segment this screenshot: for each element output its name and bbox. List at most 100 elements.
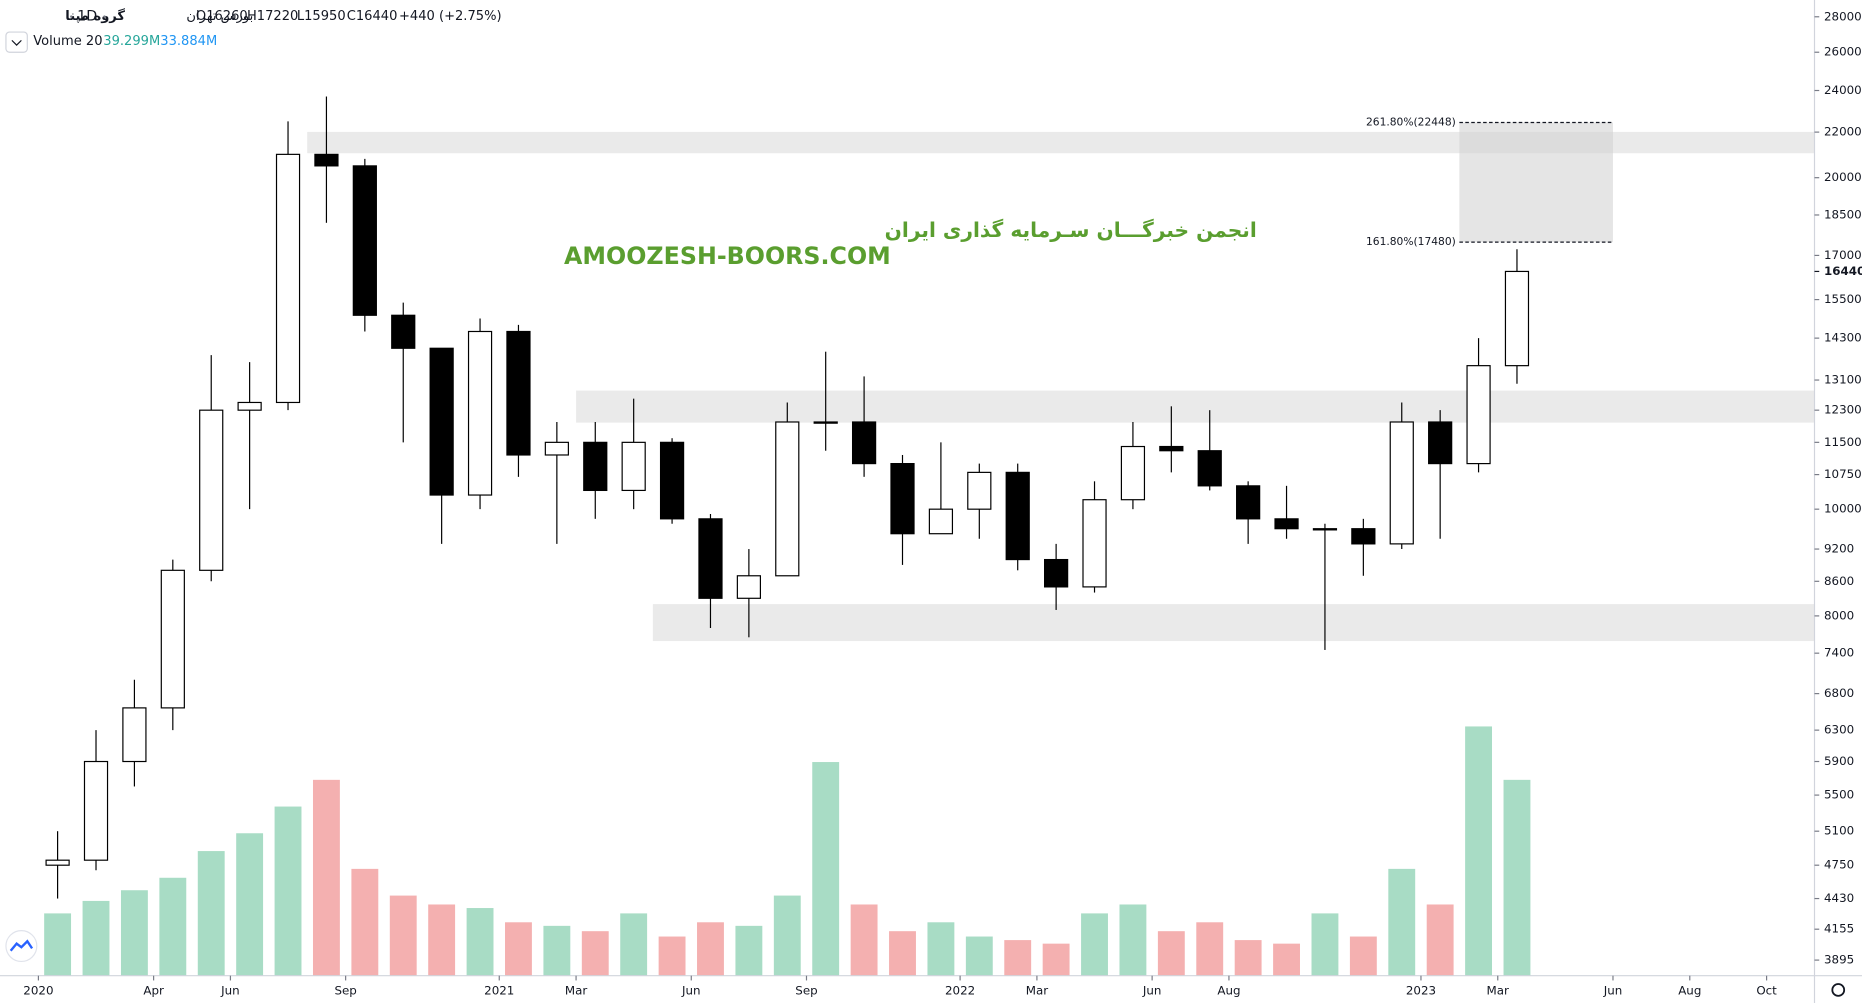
volume-bar bbox=[850, 904, 878, 976]
separator-dot bbox=[103, 15, 106, 18]
y-tick-label: 7400 bbox=[1824, 646, 1854, 660]
candle-body bbox=[1312, 528, 1338, 531]
volume-bar bbox=[965, 936, 993, 976]
ohlc-low: L15950 bbox=[297, 9, 346, 24]
candle-body bbox=[1044, 558, 1069, 588]
y-tick-label: 24000 bbox=[1824, 83, 1862, 97]
y-tick-label: 17000 bbox=[1824, 248, 1862, 262]
candle-body bbox=[352, 165, 377, 316]
candle-body bbox=[314, 153, 339, 167]
candle-body bbox=[1466, 365, 1491, 465]
volume-bar bbox=[159, 877, 187, 976]
ohlc-change: +440 (+2.75%) bbox=[399, 9, 502, 24]
y-tick-label: 8600 bbox=[1824, 574, 1854, 588]
volume-bar bbox=[1042, 943, 1070, 976]
volume-bar bbox=[1119, 904, 1147, 976]
x-tick-label: Aug bbox=[1217, 984, 1240, 998]
fib-label: 161.80%(17480) bbox=[1366, 235, 1456, 248]
candle-body bbox=[736, 575, 761, 599]
chevron-icon bbox=[11, 39, 22, 46]
y-tick-label: 14300 bbox=[1824, 331, 1862, 345]
candle-body bbox=[1005, 471, 1030, 561]
volume-bar bbox=[1426, 904, 1454, 976]
fib-label: 261.80%(22448) bbox=[1366, 115, 1456, 128]
separator-dot bbox=[70, 15, 73, 18]
candle-body bbox=[813, 421, 838, 424]
volume-bar bbox=[274, 806, 302, 976]
x-tick-label: 2020 bbox=[23, 984, 53, 998]
candle-body bbox=[160, 569, 185, 709]
candle-body bbox=[775, 421, 800, 577]
x-tick-label: Jun bbox=[1142, 984, 1162, 998]
volume-bar bbox=[236, 833, 264, 976]
volume-bar bbox=[889, 931, 916, 976]
volume-bar bbox=[44, 913, 72, 976]
interval[interactable]: 1D bbox=[77, 9, 97, 25]
candle-body bbox=[1351, 528, 1376, 545]
volume-bar bbox=[927, 922, 955, 976]
candle-body bbox=[583, 441, 608, 492]
y-tick-label: 13100 bbox=[1824, 373, 1862, 387]
volume-bar bbox=[505, 922, 532, 976]
ohlc-close: C16440 bbox=[347, 9, 398, 24]
candle-body bbox=[1274, 518, 1299, 530]
candle-body bbox=[199, 409, 224, 571]
volume-bar bbox=[620, 913, 648, 976]
volume-bar bbox=[773, 895, 801, 976]
candle-body bbox=[391, 314, 416, 349]
watermark-latin: AMOOZESH-BOORS.COM bbox=[564, 242, 891, 270]
y-tick-label: 5500 bbox=[1824, 788, 1854, 802]
candle-body bbox=[1236, 485, 1261, 520]
last-price-tag bbox=[1815, 263, 1862, 280]
candle-body bbox=[467, 330, 493, 496]
candle-body bbox=[544, 441, 569, 456]
volume-ma-value: 33.884M bbox=[160, 34, 217, 49]
y-tick-label: 20000 bbox=[1824, 170, 1862, 184]
candle-body bbox=[429, 347, 454, 496]
volume-bar bbox=[1349, 936, 1377, 976]
volume-bar bbox=[428, 904, 456, 976]
candle-body bbox=[1389, 421, 1414, 545]
y-tick-label: 10750 bbox=[1824, 467, 1862, 481]
y-tick-label: 5900 bbox=[1824, 754, 1854, 768]
ohlc-open: O16260 bbox=[196, 9, 248, 24]
x-tick-label: 2021 bbox=[484, 984, 514, 998]
watermark-persian: انجمن خبرگـــان سـرمایه گذاری ایران bbox=[885, 218, 1257, 242]
exchange: بورس تهران bbox=[186, 9, 253, 24]
candle-body bbox=[506, 330, 531, 456]
y-tick-label: 9200 bbox=[1824, 542, 1854, 556]
y-tick-label: 18500 bbox=[1824, 207, 1862, 221]
x-tick-label: Jun bbox=[220, 984, 240, 998]
candle-body bbox=[1504, 270, 1530, 367]
settings-icon[interactable] bbox=[1831, 983, 1846, 997]
volume-value: 39.299M bbox=[103, 34, 160, 49]
x-tick-label: 2022 bbox=[945, 984, 975, 998]
volume-bar bbox=[389, 895, 417, 976]
volume-bar bbox=[658, 936, 686, 976]
y-tick-label: 11500 bbox=[1824, 435, 1862, 449]
candle-body bbox=[967, 471, 992, 510]
volume-bar bbox=[1196, 922, 1224, 976]
candle-body bbox=[1197, 450, 1222, 487]
y-tick-label: 3895 bbox=[1824, 953, 1854, 967]
candle-body bbox=[851, 421, 877, 465]
candle-body bbox=[621, 441, 646, 492]
x-tick-label: Sep bbox=[795, 984, 817, 998]
candle-body bbox=[122, 707, 147, 763]
y-tick-label: 8000 bbox=[1824, 608, 1854, 622]
candle-body bbox=[1428, 421, 1453, 465]
last-price-label: 16440 bbox=[1824, 264, 1862, 278]
volume-bar bbox=[1311, 913, 1339, 976]
ohlc-high: H17220 bbox=[247, 9, 298, 24]
symbol[interactable]: گروه مپنا bbox=[65, 8, 125, 24]
candle-body bbox=[275, 153, 301, 404]
collapse-button[interactable] bbox=[5, 31, 28, 53]
y-tick-label: 6300 bbox=[1824, 723, 1854, 737]
volume-bar bbox=[82, 900, 110, 976]
x-tick-label: Mar bbox=[1026, 984, 1049, 998]
x-tick-label: Sep bbox=[334, 984, 356, 998]
volume-bar bbox=[1004, 940, 1032, 976]
x-tick-label: Mar bbox=[1487, 984, 1510, 998]
x-tick-label: Jun bbox=[681, 984, 701, 998]
